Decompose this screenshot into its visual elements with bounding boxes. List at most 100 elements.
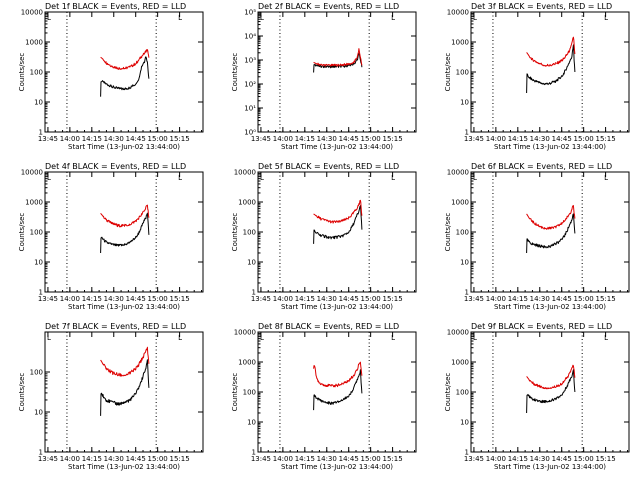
plot-frame — [257, 331, 417, 453]
x-tick-label: 14:30 — [317, 455, 337, 463]
x-tick-label: 14:30 — [104, 135, 124, 143]
y-axis-label: Counts/sec — [18, 373, 26, 412]
x-tick-label: 14:00 — [273, 295, 293, 303]
y-tick-label: 10 — [247, 419, 256, 427]
x-tick-label: 14:45 — [339, 135, 359, 143]
x-tick-label: 14:15 — [295, 295, 315, 303]
lld-series-line — [526, 205, 576, 230]
x-tick-label: 13:45 — [251, 455, 271, 463]
y-axis-label: Counts/sec — [444, 213, 452, 252]
events-series-line — [313, 369, 363, 411]
y-tick-label: 10⁵ — [244, 9, 256, 17]
x-tick-label: 14:45 — [339, 455, 359, 463]
panel-title: Det 5f BLACK = Events, RED = LLD — [258, 162, 399, 171]
y-tick-label: 1 — [465, 289, 469, 297]
x-tick-label: 14:00 — [273, 135, 293, 143]
y-tick-label: 1000 — [25, 39, 43, 47]
y-tick-label: 1000 — [25, 199, 43, 207]
x-tick-label: 15:00 — [148, 135, 168, 143]
x-tick-label: 14:15 — [82, 295, 102, 303]
corner-marker: L — [391, 334, 395, 342]
x-tick-label: 14:30 — [530, 455, 550, 463]
x-tick-label: 14:30 — [317, 295, 337, 303]
corner-marker: L — [604, 334, 608, 342]
x-tick-label: 14:45 — [126, 135, 146, 143]
corner-marker: L — [260, 174, 264, 182]
y-tick-label: 10000 — [447, 169, 469, 177]
plot-frame — [470, 171, 630, 293]
y-tick-label: 1 — [465, 129, 469, 137]
x-tick-label: 14:30 — [104, 455, 124, 463]
x-tick-label: 14:15 — [82, 135, 102, 143]
corner-marker: L — [47, 174, 51, 182]
events-series-line — [526, 369, 576, 414]
x-tick-label: 14:45 — [552, 295, 572, 303]
y-axis-label: Counts/sec — [231, 373, 239, 412]
x-tick-label: 15:00 — [361, 135, 381, 143]
corner-marker: L — [604, 174, 608, 182]
x-tick-label: 15:15 — [169, 295, 189, 303]
x-tick-label: 15:15 — [169, 135, 189, 143]
x-tick-label: 14:45 — [552, 455, 572, 463]
y-tick-label: 10⁰ — [244, 129, 256, 137]
x-tick-label: 15:00 — [574, 295, 594, 303]
y-axis-label: Counts/sec — [231, 53, 239, 92]
panel-title: Det 4f BLACK = Events, RED = LLD — [45, 162, 186, 171]
x-tick-label: 15:00 — [574, 455, 594, 463]
corner-marker: L — [178, 14, 182, 22]
x-tick-label: 15:00 — [361, 455, 381, 463]
x-tick-label: 15:15 — [382, 455, 402, 463]
x-tick-label: 14:30 — [104, 295, 124, 303]
y-tick-label: 1 — [252, 289, 256, 297]
y-tick-label: 1000 — [238, 359, 256, 367]
x-tick-label: 14:00 — [60, 455, 80, 463]
y-tick-label: 1000 — [451, 39, 469, 47]
x-tick-label: 15:15 — [382, 295, 402, 303]
y-tick-label: 100 — [456, 389, 469, 397]
y-tick-label: 10 — [460, 419, 469, 427]
x-axis-label: Start Time (13-Jun-02 13:44:00) — [494, 463, 606, 471]
plot-frame — [257, 171, 417, 293]
y-tick-label: 10 — [34, 259, 43, 267]
corner-marker: L — [260, 14, 264, 22]
events-series-line — [313, 53, 363, 73]
x-axis-label: Start Time (13-Jun-02 13:44:00) — [281, 303, 393, 311]
plot-frame — [44, 11, 204, 133]
plot-frame — [470, 11, 630, 133]
y-tick-label: 10 — [34, 409, 43, 417]
corner-marker: L — [473, 174, 477, 182]
lld-series-line — [313, 48, 363, 67]
corner-marker: L — [391, 174, 395, 182]
x-tick-label: 14:00 — [60, 295, 80, 303]
y-tick-label: 10000 — [21, 9, 43, 17]
x-tick-label: 15:15 — [595, 455, 615, 463]
y-tick-label: 1 — [39, 129, 43, 137]
y-tick-label: 100 — [30, 229, 43, 237]
x-tick-label: 14:00 — [486, 135, 506, 143]
y-tick-label: 10000 — [234, 329, 256, 337]
x-tick-label: 13:45 — [464, 455, 484, 463]
y-tick-label: 1000 — [451, 199, 469, 207]
panel-title: Det 9f BLACK = Events, RED = LLD — [471, 322, 612, 331]
y-tick-label: 1 — [465, 449, 469, 457]
y-tick-label: 10 — [34, 99, 43, 107]
x-tick-label: 13:45 — [38, 135, 58, 143]
x-tick-label: 14:30 — [530, 295, 550, 303]
x-tick-label: 15:15 — [382, 135, 402, 143]
x-tick-label: 13:45 — [464, 295, 484, 303]
y-tick-label: 100 — [456, 229, 469, 237]
x-tick-label: 14:15 — [82, 455, 102, 463]
y-tick-label: 100 — [30, 369, 43, 377]
x-tick-label: 14:00 — [273, 455, 293, 463]
y-tick-label: 100 — [243, 389, 256, 397]
events-series-line — [100, 56, 150, 97]
x-tick-label: 14:15 — [295, 135, 315, 143]
x-tick-label: 13:45 — [38, 455, 58, 463]
y-tick-label: 100 — [30, 69, 43, 77]
plot-frame — [257, 11, 417, 133]
corner-marker: L — [47, 334, 51, 342]
y-axis-label: Counts/sec — [18, 53, 26, 92]
